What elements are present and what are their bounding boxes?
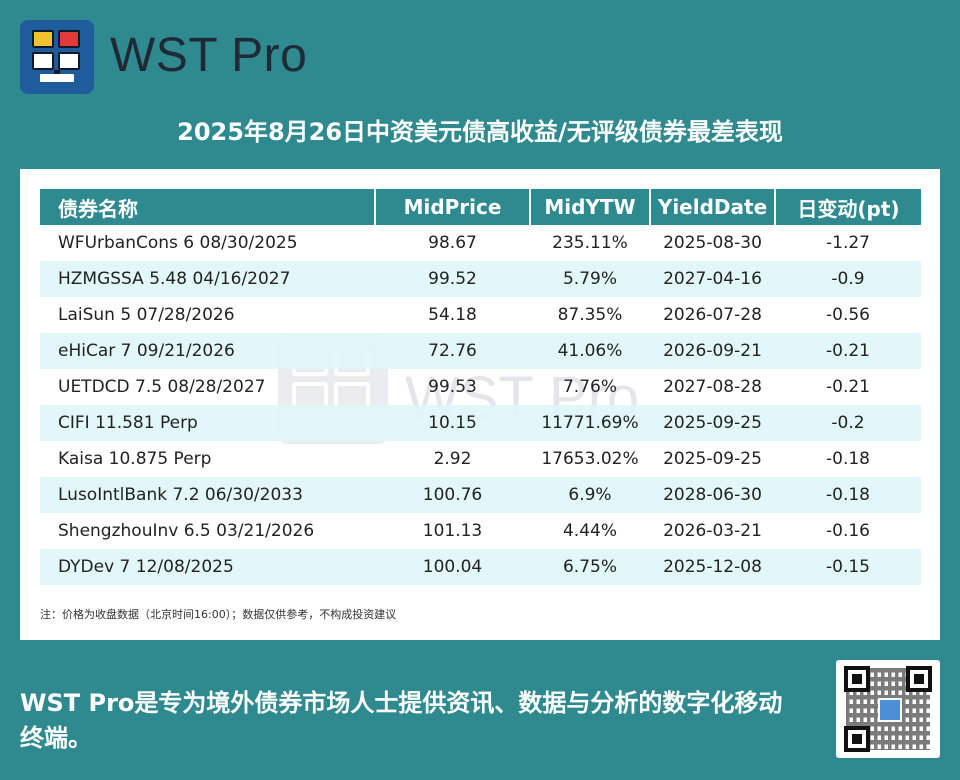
daily-change-cell: -0.56 <box>826 305 870 325</box>
bond-name-cell: DYDev 7 12/08/2025 <box>40 549 375 585</box>
daily-change-cell: -0.18 <box>826 449 870 469</box>
daily-change-cell: -1.27 <box>826 233 870 253</box>
table-row: HZMGSSA 5.48 04/16/2027 99.52 5.79% 2027… <box>40 261 921 297</box>
mid-ytw-cell: 6.9% <box>530 477 650 513</box>
column-header-mid-ytw: MidYTW <box>530 189 651 225</box>
daily-change-cell: -0.16 <box>826 521 870 541</box>
bond-name-cell: LusoIntlBank 7.2 06/30/2033 <box>40 477 375 513</box>
mid-price-cell: 100.76 <box>375 477 530 513</box>
yield-date-cell: 2025-08-30 <box>663 233 762 253</box>
table-row: LusoIntlBank 7.2 06/30/2033 100.76 6.9% … <box>40 477 921 513</box>
daily-change-cell: -0.18 <box>775 477 921 513</box>
column-header-daily-change: 日变动(pt) <box>775 189 921 225</box>
table-row: DYDev 7 12/08/2025 100.04 6.75% 2025-12-… <box>40 549 921 585</box>
mid-price-cell: 98.67 <box>428 233 477 253</box>
mid-price-cell: 101.13 <box>422 521 483 541</box>
mid-ytw-cell: 17653.02% <box>541 449 639 469</box>
mid-ytw-cell: 11771.69% <box>530 405 650 441</box>
yield-date-cell: 2025-12-08 <box>650 549 775 585</box>
mid-price-cell: 54.18 <box>428 305 477 325</box>
bond-name-cell: WFUrbanCons 6 08/30/2025 <box>58 233 298 253</box>
daily-change-cell: -0.21 <box>826 377 870 397</box>
mid-ytw-cell: 87.35% <box>557 305 623 325</box>
yield-date-cell: 2025-09-25 <box>650 405 775 441</box>
table-row: eHiCar 7 09/21/2026 72.76 41.06% 2026-09… <box>40 333 921 369</box>
table-row: UETDCD 7.5 08/28/2027 99.53 7.76% 2027-0… <box>40 369 921 405</box>
yield-date-cell: 2025-09-25 <box>663 449 762 469</box>
footer-tagline: WST Pro是专为境外债券市场人士提供资讯、数据与分析的数字化移动终端。 <box>20 689 783 752</box>
mid-price-cell: 99.53 <box>428 377 477 397</box>
mid-price-cell: 72.76 <box>375 333 530 369</box>
table-row: WFUrbanCons 6 08/30/2025 98.67 235.11% 2… <box>40 225 921 261</box>
table-row: CIFI 11.581 Perp 10.15 11771.69% 2025-09… <box>40 405 921 441</box>
column-header-yield-date: YieldDate <box>650 189 776 225</box>
bond-table: 债券名称 MidPrice MidYTW YieldDate 日变动(pt) W… <box>40 189 921 585</box>
daily-change-cell: -0.9 <box>775 261 921 297</box>
mid-price-cell: 100.04 <box>375 549 530 585</box>
yield-date-cell: 2028-06-30 <box>650 477 775 513</box>
column-header-bond-name: 债券名称 <box>40 189 376 225</box>
disclaimer-note: 注：价格为收盘数据（北京时间16:00）；数据仅供参考，不构成投资建议 <box>40 608 397 621</box>
mid-price-cell: 10.15 <box>375 405 530 441</box>
yield-date-cell: 2027-08-28 <box>663 377 762 397</box>
bond-name-cell: UETDCD 7.5 08/28/2027 <box>58 377 266 397</box>
mid-ytw-cell: 7.76% <box>562 377 617 397</box>
mid-ytw-cell: 6.75% <box>530 549 650 585</box>
brand-name: WST Pro <box>110 29 308 82</box>
bond-name-cell: LaiSun 5 07/28/2026 <box>58 305 235 325</box>
daily-change-cell: -0.2 <box>775 405 921 441</box>
daily-change-cell: -0.15 <box>775 549 921 585</box>
mid-ytw-cell: 235.11% <box>552 233 628 253</box>
yield-date-cell: 2026-09-21 <box>650 333 775 369</box>
daily-change-cell: -0.21 <box>775 333 921 369</box>
mid-ytw-cell: 41.06% <box>530 333 650 369</box>
yield-date-cell: 2027-04-16 <box>650 261 775 297</box>
bond-table-card: WST Pro 债券名称 MidPrice MidYTW YieldDate 日… <box>20 169 940 640</box>
bond-name-cell: HZMGSSA 5.48 04/16/2027 <box>40 261 375 297</box>
qr-code-icon <box>836 660 940 758</box>
mid-price-cell: 2.92 <box>433 449 472 469</box>
page-title: 2025年8月26日中资美元债高收益/无评级债券最差表现 <box>177 118 783 146</box>
column-header-mid-price: MidPrice <box>375 189 531 225</box>
bond-name-cell: Kaisa 10.875 Perp <box>58 449 212 469</box>
table-row: LaiSun 5 07/28/2026 54.18 87.35% 2026-07… <box>40 297 921 333</box>
mid-price-cell: 99.52 <box>375 261 530 297</box>
table-header-row: 债券名称 MidPrice MidYTW YieldDate 日变动(pt) <box>40 189 921 225</box>
bond-name-cell: eHiCar 7 09/21/2026 <box>40 333 375 369</box>
mid-ytw-cell: 5.79% <box>530 261 650 297</box>
yield-date-cell: 2026-03-21 <box>663 521 762 541</box>
yield-date-cell: 2026-07-28 <box>663 305 762 325</box>
table-row: ShengzhouInv 6.5 03/21/2026 101.13 4.44%… <box>40 513 921 549</box>
wst-logo-icon <box>20 20 94 94</box>
bond-name-cell: CIFI 11.581 Perp <box>40 405 375 441</box>
bond-name-cell: ShengzhouInv 6.5 03/21/2026 <box>58 521 315 541</box>
mid-ytw-cell: 4.44% <box>562 521 617 541</box>
table-row: Kaisa 10.875 Perp 2.92 17653.02% 2025-09… <box>40 441 921 477</box>
